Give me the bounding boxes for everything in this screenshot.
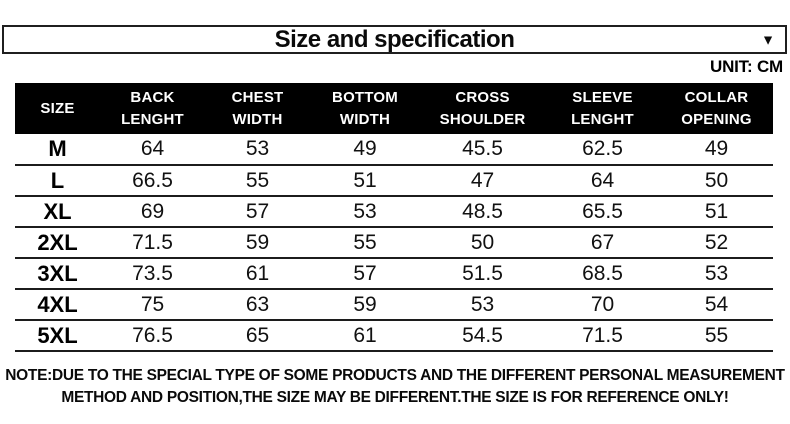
chest-width-value: 59 <box>205 227 310 259</box>
back-lenght-value: 64 <box>100 134 205 166</box>
col-header-cross-shoulder: CROSS SHOULDER <box>420 83 545 134</box>
chest-width-value: 57 <box>205 196 310 228</box>
size-label: 4XL <box>15 289 100 321</box>
chest-width-value: 55 <box>205 165 310 197</box>
collar-opening-value: 53 <box>660 258 773 290</box>
sleeve-lenght-value: 70 <box>545 289 660 321</box>
cross-shoulder-value: 50 <box>420 227 545 259</box>
sleeve-lenght-value: 67 <box>545 227 660 259</box>
table-row: XL 69 57 53 48.5 65.5 51 <box>15 196 773 228</box>
cross-shoulder-value: 48.5 <box>420 196 545 228</box>
back-lenght-value: 76.5 <box>100 320 205 352</box>
size-table-header: SIZE BACK LENGHT CHEST WIDTH BOTTOM WIDT… <box>15 83 773 134</box>
chest-width-value: 61 <box>205 258 310 290</box>
collar-opening-value: 51 <box>660 196 773 228</box>
back-lenght-value: 71.5 <box>100 227 205 259</box>
table-row: 4XL 75 63 59 53 70 54 <box>15 289 773 321</box>
title-banner: Size and specification ▼ <box>2 25 787 54</box>
size-label: XL <box>15 196 100 228</box>
sleeve-lenght-value: 68.5 <box>545 258 660 290</box>
table-row: 2XL 71.5 59 55 50 67 52 <box>15 227 773 259</box>
chest-width-value: 65 <box>205 320 310 352</box>
collar-opening-value: 55 <box>660 320 773 352</box>
col-header-chest-width: CHEST WIDTH <box>205 83 310 134</box>
unit-label: UNIT: CM <box>710 57 783 76</box>
cross-shoulder-value: 54.5 <box>420 320 545 352</box>
size-label: L <box>15 165 100 197</box>
cross-shoulder-value: 53 <box>420 289 545 321</box>
sleeve-lenght-value: 65.5 <box>545 196 660 228</box>
bottom-width-value: 49 <box>310 134 420 166</box>
col-header-collar-opening: COLLAR OPENING <box>660 83 773 134</box>
back-lenght-value: 66.5 <box>100 165 205 197</box>
col-header-back-lenght: BACK LENGHT <box>100 83 205 134</box>
table-row: M 64 53 49 45.5 62.5 49 <box>15 134 773 166</box>
size-table: SIZE BACK LENGHT CHEST WIDTH BOTTOM WIDT… <box>15 83 773 352</box>
size-label: 2XL <box>15 227 100 259</box>
measurement-note: NOTE:DUE TO THE SPECIAL TYPE OF SOME PRO… <box>5 367 785 407</box>
bottom-width-value: 59 <box>310 289 420 321</box>
table-row: L 66.5 55 51 47 64 50 <box>15 165 773 197</box>
size-label: 3XL <box>15 258 100 290</box>
cross-shoulder-value: 45.5 <box>420 134 545 166</box>
cross-shoulder-value: 47 <box>420 165 545 197</box>
table-row: 3XL 73.5 61 57 51.5 68.5 53 <box>15 258 773 290</box>
collar-opening-value: 49 <box>660 134 773 166</box>
back-lenght-value: 73.5 <box>100 258 205 290</box>
bottom-width-value: 61 <box>310 320 420 352</box>
bottom-width-value: 57 <box>310 258 420 290</box>
bottom-width-value: 55 <box>310 227 420 259</box>
size-label: M <box>15 134 100 166</box>
bottom-width-value: 51 <box>310 165 420 197</box>
cross-shoulder-value: 51.5 <box>420 258 545 290</box>
collar-opening-value: 50 <box>660 165 773 197</box>
bottom-width-value: 53 <box>310 196 420 228</box>
chest-width-value: 63 <box>205 289 310 321</box>
sleeve-lenght-value: 64 <box>545 165 660 197</box>
back-lenght-value: 75 <box>100 289 205 321</box>
col-header-size: SIZE <box>15 83 100 134</box>
back-lenght-value: 69 <box>100 196 205 228</box>
collar-opening-value: 52 <box>660 227 773 259</box>
col-header-sleeve-lenght: SLEEVE LENGHT <box>545 83 660 134</box>
size-label: 5XL <box>15 320 100 352</box>
col-header-bottom-width: BOTTOM WIDTH <box>310 83 420 134</box>
table-row: 5XL 76.5 65 61 54.5 71.5 55 <box>15 320 773 352</box>
chest-width-value: 53 <box>205 134 310 166</box>
page-title: Size and specification <box>274 25 515 53</box>
collar-opening-value: 54 <box>660 289 773 321</box>
sleeve-lenght-value: 71.5 <box>545 320 660 352</box>
sleeve-lenght-value: 62.5 <box>545 134 660 166</box>
chevron-down-icon: ▼ <box>761 31 775 48</box>
